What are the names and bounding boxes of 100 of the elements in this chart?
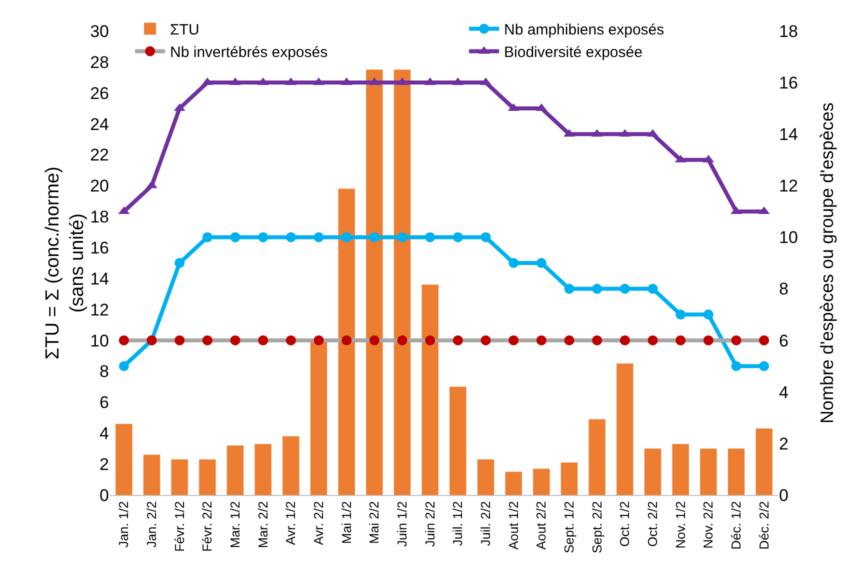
x-tick-label: Févr. 2/2: [200, 501, 215, 552]
x-tick-label: Nov. 1/2: [672, 501, 688, 549]
point: [620, 284, 630, 294]
bar: [171, 459, 188, 495]
x-tick-label: Déc. 2/2: [756, 501, 772, 550]
x-tick-label: Jan. 1/2: [116, 501, 132, 548]
point: [397, 232, 408, 242]
y-tick-label: 4: [100, 424, 109, 444]
point: [536, 258, 546, 268]
x-tick-label: Avr. 1/2: [283, 501, 298, 546]
x-tick-label: Juil. 2/2: [478, 501, 493, 546]
y-tick-label: 20: [90, 176, 109, 196]
point: [648, 335, 658, 346]
point: [314, 335, 324, 346]
y2-tick-label: 16: [779, 74, 798, 93]
point: [118, 361, 129, 372]
point: [425, 232, 436, 242]
point: [342, 335, 352, 346]
bar: [756, 428, 772, 495]
point: [425, 335, 436, 346]
x-tick-label: Mai 1/2: [338, 501, 354, 544]
point: [676, 310, 686, 320]
bar: [394, 70, 411, 495]
bar: [338, 188, 355, 495]
bar: [588, 419, 606, 495]
legend-label: ΣTU: [170, 22, 200, 39]
point: [592, 284, 602, 294]
bar: [728, 448, 745, 495]
legend-label: Nb amphibiens exposés: [504, 22, 664, 39]
legend-label: Biodiversité exposée: [504, 44, 642, 62]
point: [342, 232, 352, 242]
point: [230, 232, 240, 242]
y-tick-label: 0: [100, 486, 109, 505]
point: [452, 232, 463, 242]
y-tick-label: 28: [90, 52, 109, 72]
bar: [450, 386, 466, 495]
y2-tick-label: 2: [779, 434, 788, 454]
x-tick-label: Oct. 1/2: [617, 501, 632, 547]
point: [508, 258, 519, 268]
point: [480, 335, 491, 346]
y2-tick-label: 14: [779, 125, 798, 144]
bar: [282, 436, 300, 495]
y-axis-title: ΣTU = Σ (conc./norme) (sans unité): [42, 166, 88, 360]
point: [258, 232, 268, 242]
y2-tick-label: 0: [779, 486, 788, 505]
y-tick-label: 2: [100, 455, 109, 474]
y-tick-label: 12: [90, 300, 109, 320]
bar: [477, 459, 494, 495]
point: [731, 361, 742, 372]
bar: [254, 444, 272, 495]
point: [703, 335, 714, 346]
bar: [143, 454, 160, 495]
bar: [616, 364, 634, 495]
point: [759, 335, 770, 346]
bar: [199, 459, 216, 495]
point: [759, 361, 770, 372]
point: [369, 335, 380, 346]
x-tick-label: Juin 2/2: [422, 501, 438, 547]
x-tick-label: Sept. 2/2: [589, 501, 604, 554]
point: [397, 335, 408, 346]
x-tick-label: Juin 1/2: [394, 501, 410, 547]
y-tick-label: 24: [90, 114, 109, 134]
x-tick-label: Mai 2/2: [366, 501, 382, 544]
y-tick-label: 10: [90, 331, 109, 350]
x-tick-label: Aout 2/2: [534, 501, 549, 550]
bar: [505, 472, 522, 495]
y-tick-label: 18: [90, 208, 109, 227]
bar: [672, 444, 689, 495]
y-tick-label: 16: [90, 238, 109, 258]
point: [508, 335, 519, 346]
point: [286, 232, 296, 242]
x-tick-label: Oct. 2/2: [644, 501, 660, 547]
point: [230, 335, 240, 346]
point: [174, 335, 185, 346]
point: [286, 335, 296, 346]
x-tick-label: Nov. 2/2: [700, 501, 716, 549]
point: [731, 335, 742, 346]
point: [592, 335, 602, 346]
point: [564, 284, 574, 294]
y2-axis-title: Nombre d'espèces ou groupe d'espèces: [817, 102, 837, 424]
point: [648, 284, 658, 294]
point: [202, 335, 212, 346]
y2-tick-label: 18: [779, 22, 798, 41]
point: [258, 335, 268, 346]
bar: [226, 446, 244, 495]
point: [314, 232, 324, 242]
y-tick-label: 22: [90, 146, 109, 165]
y2-tick-label: 6: [779, 331, 788, 350]
point: [620, 335, 630, 346]
point: [480, 232, 491, 242]
bar: [366, 70, 383, 495]
y2-tick-label: 4: [779, 382, 788, 402]
y2-tick-label: 10: [779, 228, 798, 248]
y-tick-label: 26: [90, 84, 109, 103]
point: [174, 258, 185, 268]
x-tick-label: Mar. 1/2: [227, 501, 242, 548]
point: [118, 335, 129, 346]
x-tick-label: Aout 1/2: [506, 501, 521, 550]
x-tick-label: Sept. 1/2: [561, 501, 576, 554]
y-tick-label: 14: [90, 269, 109, 288]
